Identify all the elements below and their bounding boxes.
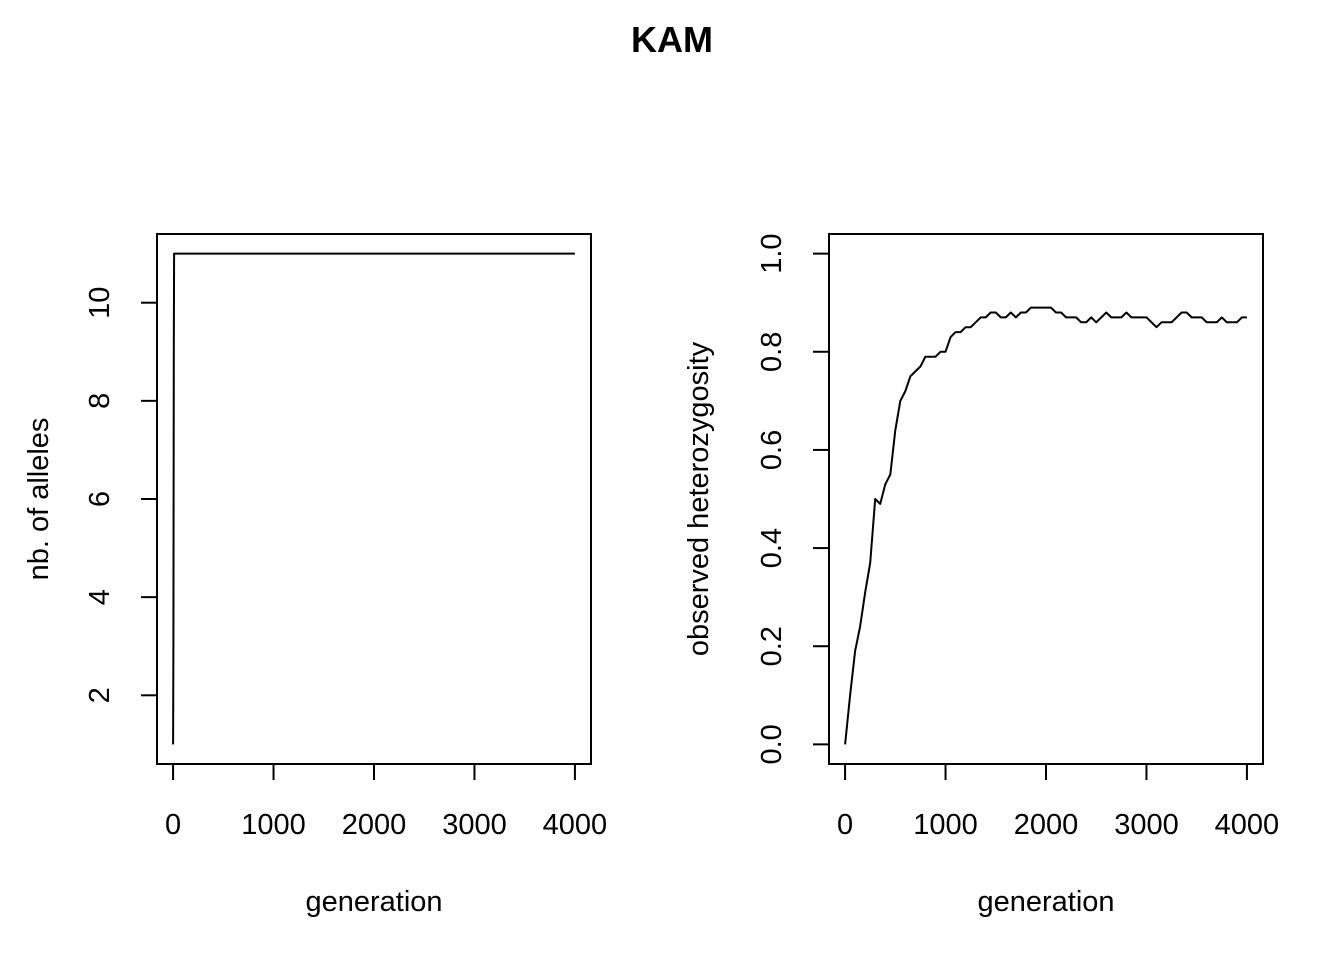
alleles-panel: 0 1000 2000 3000 4000 2 4 6 8 10 generation nb. …: [23, 233, 608, 918]
y-tick-label: 8: [84, 393, 116, 409]
y-tick-label: 2: [84, 687, 116, 703]
y-tick-label: 0.6: [756, 430, 788, 470]
x-tick-label: 2000: [342, 809, 407, 841]
y-tick-label: 0.2: [756, 626, 788, 666]
x-tick-label: 3000: [442, 809, 507, 841]
y-axis-title: nb. of alleles: [23, 418, 55, 581]
x-axis-title: generation: [977, 886, 1114, 918]
series-line: [172, 252, 575, 745]
x-tick-label: 3000: [1114, 809, 1179, 841]
x-axis: 0 1000 2000 3000 4000: [165, 763, 608, 841]
x-tick-label: 1000: [913, 809, 978, 841]
x-tick-label: 1000: [241, 809, 306, 841]
y-tick-label: 0.0: [756, 724, 788, 764]
plot-frame: [156, 233, 592, 765]
y-tick-label: 1.0: [756, 233, 788, 273]
y-tick-label: 6: [84, 491, 116, 507]
figure-title: KAM: [631, 19, 713, 60]
y-axis: 0.0 0.2 0.4 0.6 0.8 1.0: [756, 233, 830, 765]
heterozygosity-panel: 0 1000 2000 3000 4000 0.0 0.2 0.4 0.6 0.8 1.0 gen…: [683, 233, 1279, 918]
series-line: [844, 306, 1247, 745]
y-axis-title: observed heterozygosity: [683, 341, 715, 656]
x-axis: 0 1000 2000 3000 4000: [837, 763, 1280, 841]
y-tick-label: 0.8: [756, 332, 788, 372]
x-tick-label: 4000: [543, 809, 608, 841]
series-layer: [844, 306, 1247, 745]
x-axis-title: generation: [305, 886, 442, 918]
series-layer: [172, 252, 575, 745]
y-tick-label: 4: [84, 589, 116, 605]
y-tick-label: 10: [84, 287, 116, 319]
x-tick-label: 0: [837, 809, 853, 841]
y-axis: 2 4 6 8 10: [84, 287, 158, 703]
x-tick-label: 2000: [1014, 809, 1079, 841]
x-tick-label: 0: [165, 809, 181, 841]
x-tick-label: 4000: [1215, 809, 1280, 841]
plot-frame: [828, 233, 1264, 765]
y-tick-label: 0.4: [756, 528, 788, 568]
